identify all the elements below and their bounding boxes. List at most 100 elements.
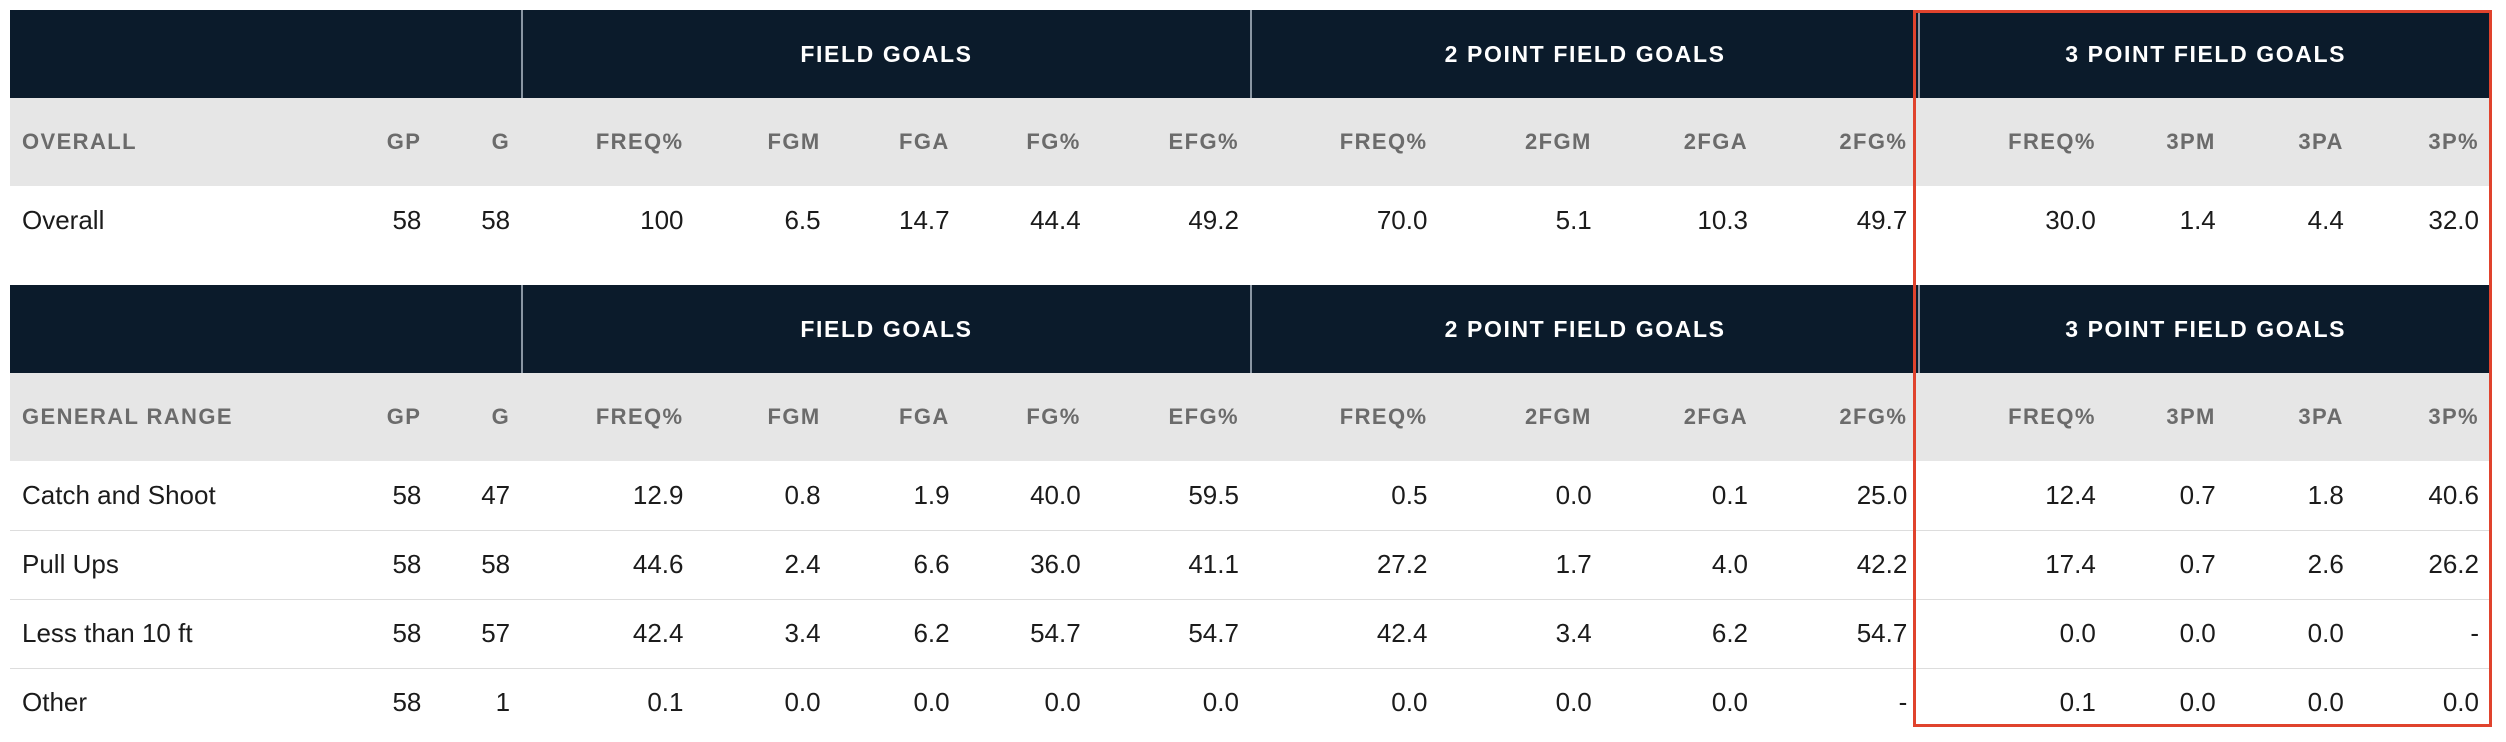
- column-header[interactable]: FREQ%: [1919, 373, 2108, 461]
- column-header[interactable]: 3P%: [2355, 98, 2491, 186]
- table-cell: 0.0: [1711, 687, 1749, 718]
- table-cell: 47: [433, 461, 523, 531]
- column-header[interactable]: 3PM: [2107, 98, 2228, 186]
- table-cell: 6.5: [784, 205, 821, 235]
- table-cell: 4.0: [1603, 530, 1761, 600]
- column-header[interactable]: 2FGM: [1439, 373, 1604, 461]
- table-cell: 0.0: [1919, 599, 2108, 669]
- column-header[interactable]: GP: [340, 98, 434, 186]
- table-cell: 0.0: [2442, 687, 2479, 718]
- column-header[interactable]: EFG%: [1092, 98, 1251, 186]
- column-header[interactable]: G: [433, 373, 523, 461]
- table-cell: 6.2: [832, 599, 962, 669]
- table-cell: 0.0: [2179, 687, 2216, 718]
- column-header[interactable]: FREQ%: [522, 373, 696, 461]
- table-cell: 0.1: [647, 687, 684, 718]
- table-row: Less than 10 ft 58 57 42.4 3.4 6.2 54.7 54.7 42.…: [10, 599, 2491, 669]
- column-header[interactable]: GENERAL RANGE: [10, 373, 341, 461]
- table-cell: -: [1898, 687, 1908, 718]
- table-cell: 0.0: [1391, 687, 1428, 718]
- table-cell: 17.4: [1919, 530, 2108, 600]
- column-header[interactable]: FGA: [832, 373, 962, 461]
- table-cell: 0.7: [2107, 461, 2228, 531]
- group-header-blank: [10, 10, 523, 98]
- column-header[interactable]: 3PA: [2227, 373, 2356, 461]
- group-header-2pt-field-goals: 2 POINT FIELD GOALS: [1249, 285, 1920, 373]
- table-cell: 54.7: [1760, 599, 1920, 669]
- table-cell: 0.0: [1044, 687, 1081, 718]
- table-cell: 14.7: [899, 205, 950, 235]
- group-header-3pt-field-goals: 3 POINT FIELD GOALS: [1918, 285, 2491, 373]
- column-header[interactable]: 2FG%: [1760, 98, 1920, 186]
- table-cell: 41.1: [1092, 530, 1251, 600]
- table-cell: 0.0: [1202, 687, 1239, 718]
- table-cell: 58: [392, 687, 422, 718]
- table-cell: 58: [340, 530, 434, 600]
- table-cell: 40.0: [961, 461, 1093, 531]
- column-header[interactable]: FREQ%: [522, 98, 696, 186]
- column-header[interactable]: FREQ%: [1250, 373, 1440, 461]
- table-cell: 1.7: [1439, 530, 1604, 600]
- table-cell: 1.9: [832, 461, 962, 531]
- column-header[interactable]: EFG%: [1092, 373, 1251, 461]
- column-header[interactable]: G: [433, 98, 523, 186]
- column-header[interactable]: FREQ%: [1919, 98, 2108, 186]
- table-cell: 100: [640, 205, 684, 235]
- column-header[interactable]: 3P%: [2355, 373, 2491, 461]
- table-cell: 30.0: [2045, 205, 2096, 235]
- column-header[interactable]: FREQ%: [1250, 98, 1440, 186]
- table-cell: 49.2: [1188, 205, 1239, 235]
- table-cell: 42.4: [1250, 599, 1440, 669]
- row-label: Other: [22, 687, 88, 718]
- column-header[interactable]: 2FG%: [1760, 373, 1920, 461]
- column-header[interactable]: GP: [340, 373, 434, 461]
- table-cell: 58: [340, 461, 434, 531]
- group-header-3pt-field-goals: 3 POINT FIELD GOALS: [1918, 10, 2491, 98]
- column-header[interactable]: FGA: [832, 98, 962, 186]
- table-cell: 0.1: [2059, 687, 2096, 718]
- table-cell: 3.4: [1439, 599, 1604, 669]
- column-header[interactable]: FGM: [695, 373, 833, 461]
- table-cell: 59.5: [1092, 461, 1251, 531]
- column-header[interactable]: FG%: [961, 373, 1093, 461]
- table-cell: 12.4: [1919, 461, 2108, 531]
- group-header-field-goals: FIELD GOALS: [521, 10, 1251, 98]
- table-cell: 0.5: [1250, 461, 1440, 531]
- table-cell: 0.0: [1555, 687, 1592, 718]
- general-range-shooting-table: FIELD GOALS 2 POINT FIELD GOALS 3 POINT …: [10, 285, 2491, 737]
- table-cell: 26.2: [2355, 530, 2491, 600]
- table-cell: 32.0: [2428, 205, 2479, 235]
- table-cell: 0.0: [1439, 461, 1604, 531]
- column-header[interactable]: 2FGA: [1603, 373, 1761, 461]
- column-header[interactable]: FGM: [695, 98, 833, 186]
- table-cell: 0.1: [1603, 461, 1761, 531]
- column-header[interactable]: 3PM: [2107, 373, 2228, 461]
- table-cell: 2.6: [2227, 530, 2356, 600]
- table-cell: 6.6: [832, 530, 962, 600]
- column-header[interactable]: OVERALL: [10, 98, 341, 186]
- table-cell: -: [2355, 599, 2491, 669]
- table-cell: 58: [392, 205, 422, 235]
- table-cell: 4.4: [2307, 205, 2344, 235]
- table-cell: 57: [433, 599, 523, 669]
- overall-shooting-table: FIELD GOALS 2 POINT FIELD GOALS 3 POINT …: [10, 10, 2491, 255]
- table-cell: 0.7: [2107, 530, 2228, 600]
- table-cell: 54.7: [961, 599, 1093, 669]
- table-cell: 0.0: [913, 687, 950, 718]
- table-cell: 42.2: [1760, 530, 1920, 600]
- column-header[interactable]: FG%: [961, 98, 1093, 186]
- table-cell: 70.0: [1376, 205, 1428, 235]
- table-cell: 0.0: [784, 687, 821, 718]
- group-header-blank: [10, 285, 523, 373]
- table-cell: 1: [495, 687, 511, 718]
- table-cell: 58: [433, 530, 523, 600]
- column-header[interactable]: 3PA: [2227, 98, 2356, 186]
- table-cell: 44.6: [522, 530, 696, 600]
- column-header[interactable]: 2FGM: [1439, 98, 1604, 186]
- table-cell: 0.0: [2307, 687, 2344, 718]
- table-cell: 10.3: [1697, 205, 1749, 235]
- table-row: Pull Ups 58 58 44.6 2.4 6.6 36.0 41.1 27.2 1.7 4.0…: [10, 530, 2491, 600]
- table-cell: 36.0: [961, 530, 1093, 600]
- column-header[interactable]: 2FGA: [1603, 98, 1761, 186]
- table-cell: 27.2: [1250, 530, 1440, 600]
